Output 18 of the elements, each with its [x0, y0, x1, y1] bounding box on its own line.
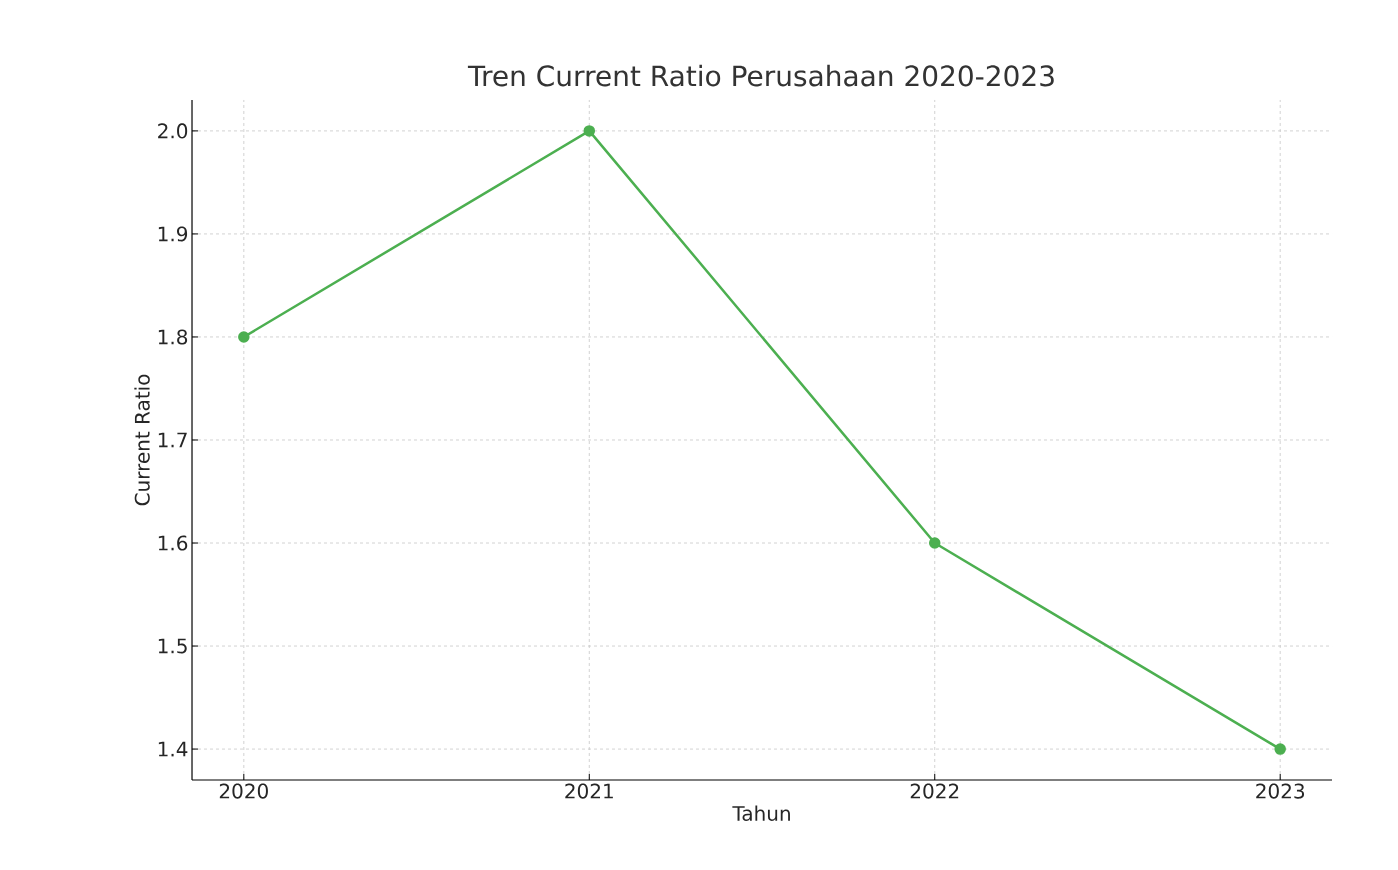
point — [1274, 743, 1286, 755]
y-tick-label: 1.5 — [158, 638, 187, 654]
x-tick-label: 2020 — [219, 783, 268, 799]
y-tick-label: 1.7 — [158, 432, 187, 448]
x-axis-title: Tahun — [732, 805, 790, 821]
x-tick-label: 2021 — [565, 783, 613, 799]
chart-title: Tren Current Ratio Perusahaan 2020-2023 — [467, 64, 1054, 87]
point — [928, 537, 941, 549]
x-tick-label: 2022 — [910, 783, 959, 799]
y-tick-label: 2.0 — [158, 123, 188, 139]
x-tick-label: 2023 — [1256, 783, 1305, 799]
point — [583, 125, 596, 137]
point — [238, 331, 250, 343]
y-tick-label: 1.6 — [158, 535, 188, 551]
y-axis-title: Current Ratio — [134, 374, 150, 506]
y-tick-label: 1.9 — [158, 226, 188, 242]
y-tick-label: 1.8 — [158, 329, 188, 345]
y-tick-label: 1.4 — [158, 741, 188, 757]
